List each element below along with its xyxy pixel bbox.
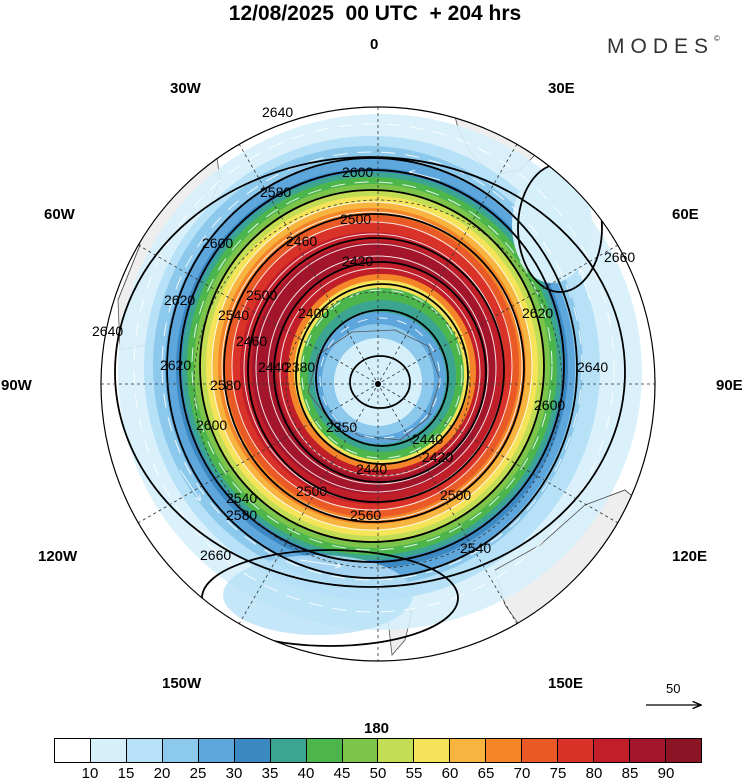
- brand-logo: MODES©: [607, 34, 720, 59]
- contour-label: 2500: [296, 483, 327, 499]
- colorbar-tick-label: 75: [549, 765, 567, 782]
- lon-label-150w: 150W: [162, 675, 202, 692]
- lon-label-30e: 30E: [548, 80, 575, 97]
- colorbar-cell: [665, 739, 701, 762]
- colorbar-tick-label: 45: [333, 765, 351, 782]
- contour-label: 2420: [422, 449, 453, 465]
- colorbar-cell: [558, 739, 595, 762]
- contour-label: 2640: [262, 104, 293, 120]
- contour-label: 2600: [534, 397, 565, 413]
- colorbar-tick-label: 80: [585, 765, 603, 782]
- colorbar-tick-label: 55: [405, 765, 423, 782]
- madagascar-land: [589, 149, 613, 187]
- colorbar-cell: [522, 739, 559, 762]
- lon-label-0: 0: [370, 36, 378, 53]
- colorbar-cell: [162, 739, 199, 762]
- colorbar-tick-label: 15: [117, 765, 135, 782]
- contour-label: 2440: [412, 431, 443, 447]
- contour-label: 2660: [604, 249, 635, 265]
- reference-vector-label: 50: [666, 681, 681, 696]
- colorbar-tick-label: 25: [189, 765, 207, 782]
- contour-label: 2600: [196, 417, 227, 433]
- colorbar-cell: [198, 739, 235, 762]
- contour-label: 2620: [522, 305, 553, 321]
- contour-label: 2350: [326, 419, 357, 435]
- contour-label: 2400: [298, 305, 329, 321]
- contour-label: 2460: [236, 333, 267, 349]
- colorbar-cell: [234, 739, 271, 762]
- colorbar-cell: [630, 739, 666, 762]
- colorbar-tick-label: 30: [225, 765, 243, 782]
- contour-label: 2600: [342, 164, 373, 180]
- contour-label: 2540: [460, 540, 491, 556]
- colorbar-cell: [126, 739, 163, 762]
- page-title: 12/08/2025 00 UTC + 204 hrs: [228, 2, 522, 25]
- longitude-labels: 0 30E 60E 90E 120E 150E 180 150W 120W 90…: [1, 36, 743, 737]
- contour-label: 2500: [440, 487, 471, 503]
- colorbar-cell: [270, 739, 307, 762]
- brand-name: MODES: [607, 35, 715, 58]
- lon-label-90e: 90E: [716, 377, 743, 394]
- colorbar-tick-label: 50: [369, 765, 387, 782]
- contour-label: 2620: [164, 292, 195, 308]
- colorbar-tick-label: 65: [477, 765, 495, 782]
- colorbar-cell: [90, 739, 127, 762]
- lon-label-120e: 120E: [672, 548, 707, 565]
- contour-label: 2540: [226, 490, 257, 506]
- colorbar-cell: [378, 739, 415, 762]
- contour-label: 2380: [284, 359, 315, 375]
- contour-label: 2640: [577, 359, 608, 375]
- contour-labels: 2640 2600 2580 2500 2460 2420 2600 2540 …: [92, 104, 635, 563]
- lon-label-180: 180: [364, 720, 389, 737]
- lon-label-120w: 120W: [38, 548, 78, 565]
- contour-label: 2600: [202, 235, 233, 251]
- contour-label: 2500: [246, 287, 277, 303]
- lon-label-150e: 150E: [548, 675, 583, 692]
- height-contours: [114, 156, 626, 647]
- lon-label-30w: 30W: [170, 80, 202, 97]
- pole-marker: [375, 381, 381, 387]
- colorbar-tick-label: 60: [441, 765, 459, 782]
- polar-map: 2640 2600 2580 2500 2460 2420 2600 2540 …: [1, 36, 743, 737]
- brand-mark: ©: [714, 34, 720, 43]
- colorbar-ticks: 10 15 20 25 30 35 40 45 50 55 60 65 70 75 80 85 90: [54, 765, 702, 782]
- colorbar-cell: [342, 739, 379, 762]
- contour-label: 2440: [356, 461, 387, 477]
- colorbar: [54, 738, 702, 763]
- colorbar-tick-label: 20: [153, 765, 171, 782]
- colorbar-cell: [414, 739, 451, 762]
- contour-label: 2460: [286, 233, 317, 249]
- streamlines: [133, 110, 615, 628]
- colorbar-tick-label: 90: [657, 765, 675, 782]
- contour-label: 2560: [350, 507, 381, 523]
- contour-label: 2580: [210, 377, 241, 393]
- colorbar-cell: [306, 739, 343, 762]
- lon-label-60w: 60W: [44, 206, 76, 223]
- contour-label: 2620: [160, 357, 191, 373]
- colorbar-cell: [486, 739, 523, 762]
- colorbar-cell: [594, 739, 630, 762]
- colorbar-tick-label: 70: [513, 765, 531, 782]
- contour-label: 2420: [342, 253, 373, 269]
- antarctica-coast: [307, 329, 441, 441]
- colorbar-tick-label: 40: [297, 765, 315, 782]
- colorbar-tick-label: 85: [621, 765, 639, 782]
- colorbar-tick-label: 35: [261, 765, 279, 782]
- colorbar-cell: [450, 739, 487, 762]
- contour-label: 2580: [260, 184, 291, 200]
- contour-label: 2440: [258, 359, 289, 375]
- colorbar-tick-label: 10: [81, 765, 99, 782]
- lon-label-90w: 90W: [1, 377, 33, 394]
- contour-label: 2500: [340, 211, 371, 227]
- colorbar-cell: [55, 739, 91, 762]
- lon-label-60e: 60E: [672, 206, 699, 223]
- contour-label: 2640: [92, 323, 123, 339]
- contour-label: 2580: [226, 507, 257, 523]
- contour-label: 2660: [200, 547, 231, 563]
- graticule: [101, 107, 655, 661]
- map-boundary: [100, 106, 656, 662]
- contour-label: 2540: [218, 307, 249, 323]
